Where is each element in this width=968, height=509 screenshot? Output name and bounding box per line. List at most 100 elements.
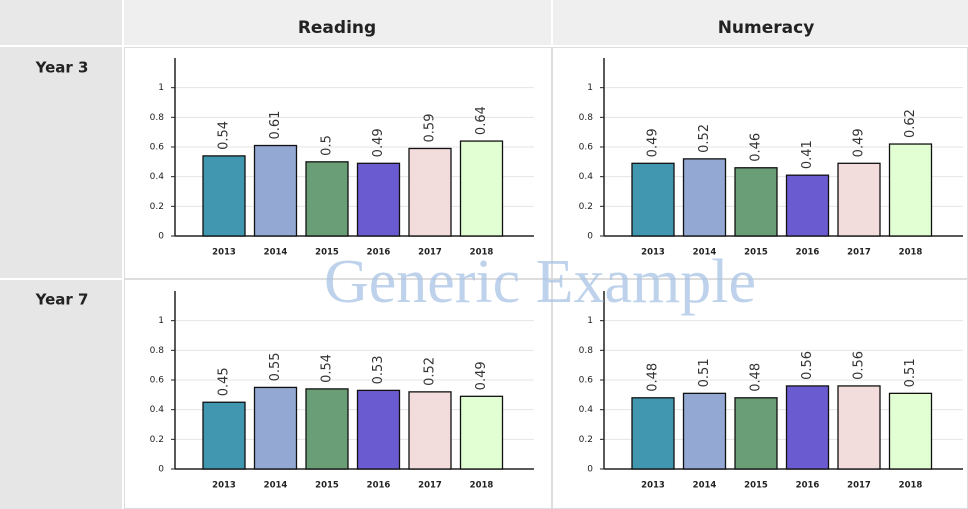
x-tick-label: 2016 xyxy=(367,481,391,491)
x-tick-label: 2014 xyxy=(264,248,288,258)
bar xyxy=(631,397,675,470)
row-header-cell xyxy=(0,47,122,278)
y-tick-label: 0.2 xyxy=(150,202,164,212)
value-label: 0.49 xyxy=(852,128,867,157)
x-tick-label: 2017 xyxy=(847,248,871,258)
value-label: 0.51 xyxy=(697,358,712,387)
row-header: Year 3 xyxy=(35,59,89,77)
y-tick-label: 0.8 xyxy=(150,113,165,123)
bar xyxy=(305,161,349,237)
value-label: 0.55 xyxy=(268,352,283,381)
value-label: 0.54 xyxy=(320,354,335,383)
bar xyxy=(305,388,349,470)
bar xyxy=(408,391,452,470)
bar xyxy=(785,174,830,237)
bar xyxy=(253,386,298,470)
column-header: Numeracy xyxy=(718,18,815,38)
bar xyxy=(459,140,504,237)
header-cell xyxy=(553,0,968,45)
x-tick-label: 2014 xyxy=(693,248,717,258)
bar xyxy=(459,395,504,470)
bar xyxy=(356,162,401,237)
x-tick-label: 2015 xyxy=(315,481,339,491)
value-label: 0.45 xyxy=(217,367,232,396)
value-label: 0.56 xyxy=(800,351,815,380)
bar xyxy=(785,385,830,470)
x-tick-label: 2013 xyxy=(212,481,236,491)
bar xyxy=(631,162,675,237)
y-tick-label: 1 xyxy=(587,83,593,93)
x-tick-label: 2017 xyxy=(418,481,442,491)
y-tick-label: 0.2 xyxy=(579,435,593,445)
x-tick-label: 2018 xyxy=(470,481,494,491)
y-tick-label: 0.6 xyxy=(150,376,165,386)
y-tick-label: 0 xyxy=(158,465,164,475)
x-tick-label: 2015 xyxy=(744,481,768,491)
y-tick-label: 0.6 xyxy=(579,376,594,386)
value-label: 0.56 xyxy=(852,351,867,380)
x-tick-label: 2017 xyxy=(847,481,871,491)
column-header: Reading xyxy=(298,18,376,38)
y-tick-label: 0.2 xyxy=(579,202,593,212)
bar xyxy=(408,147,452,237)
x-tick-label: 2015 xyxy=(315,248,339,258)
bar xyxy=(888,143,933,237)
value-label: 0.41 xyxy=(800,140,815,169)
bar xyxy=(837,385,881,470)
x-tick-label: 2016 xyxy=(796,481,820,491)
value-label: 0.46 xyxy=(749,133,764,162)
bar xyxy=(682,158,727,237)
bar xyxy=(837,162,881,237)
value-label: 0.64 xyxy=(474,106,489,135)
x-tick-label: 2018 xyxy=(899,481,923,491)
y-tick-label: 0 xyxy=(158,232,164,242)
value-label: 0.48 xyxy=(646,363,661,392)
value-label: 0.49 xyxy=(474,361,489,390)
y-tick-label: 0.8 xyxy=(579,113,594,123)
row-header: Year 7 xyxy=(35,291,89,309)
value-label: 0.52 xyxy=(697,124,712,153)
bar xyxy=(356,389,401,470)
y-tick-label: 0 xyxy=(587,232,593,242)
value-label: 0.49 xyxy=(371,128,386,157)
bar xyxy=(202,155,246,237)
x-tick-label: 2014 xyxy=(264,481,288,491)
x-tick-label: 2013 xyxy=(641,248,665,258)
y-tick-label: 1 xyxy=(158,316,164,326)
bar xyxy=(253,144,298,237)
y-tick-label: 0.6 xyxy=(150,143,165,153)
y-tick-label: 1 xyxy=(587,316,593,326)
bar xyxy=(888,392,933,470)
x-tick-label: 2018 xyxy=(899,248,923,258)
y-tick-label: 0.8 xyxy=(150,346,165,356)
y-tick-label: 0.2 xyxy=(150,435,164,445)
bar xyxy=(734,167,778,237)
value-label: 0.54 xyxy=(217,121,232,150)
y-tick-label: 0.4 xyxy=(150,172,165,182)
value-label: 0.51 xyxy=(903,358,918,387)
value-label: 0.62 xyxy=(903,109,918,138)
x-tick-label: 2015 xyxy=(744,248,768,258)
y-tick-label: 0.8 xyxy=(579,346,594,356)
value-label: 0.61 xyxy=(268,111,283,140)
bar xyxy=(202,401,246,470)
watermark: Generic Example xyxy=(324,248,756,316)
value-label: 0.52 xyxy=(423,357,438,386)
y-tick-label: 0.4 xyxy=(150,405,165,415)
x-tick-label: 2016 xyxy=(796,248,820,258)
value-label: 0.53 xyxy=(371,355,386,384)
value-label: 0.59 xyxy=(423,114,438,143)
y-tick-label: 0.6 xyxy=(579,143,594,153)
x-tick-label: 2013 xyxy=(212,248,236,258)
value-label: 0.48 xyxy=(749,363,764,392)
value-label: 0.5 xyxy=(320,135,335,156)
y-tick-label: 0.4 xyxy=(579,172,594,182)
x-tick-label: 2016 xyxy=(367,248,391,258)
x-tick-label: 2014 xyxy=(693,481,717,491)
x-tick-label: 2013 xyxy=(641,481,665,491)
y-tick-label: 1 xyxy=(158,83,164,93)
row-header-cell xyxy=(0,280,122,509)
cell-border xyxy=(124,47,552,279)
corner-cell xyxy=(0,0,122,45)
